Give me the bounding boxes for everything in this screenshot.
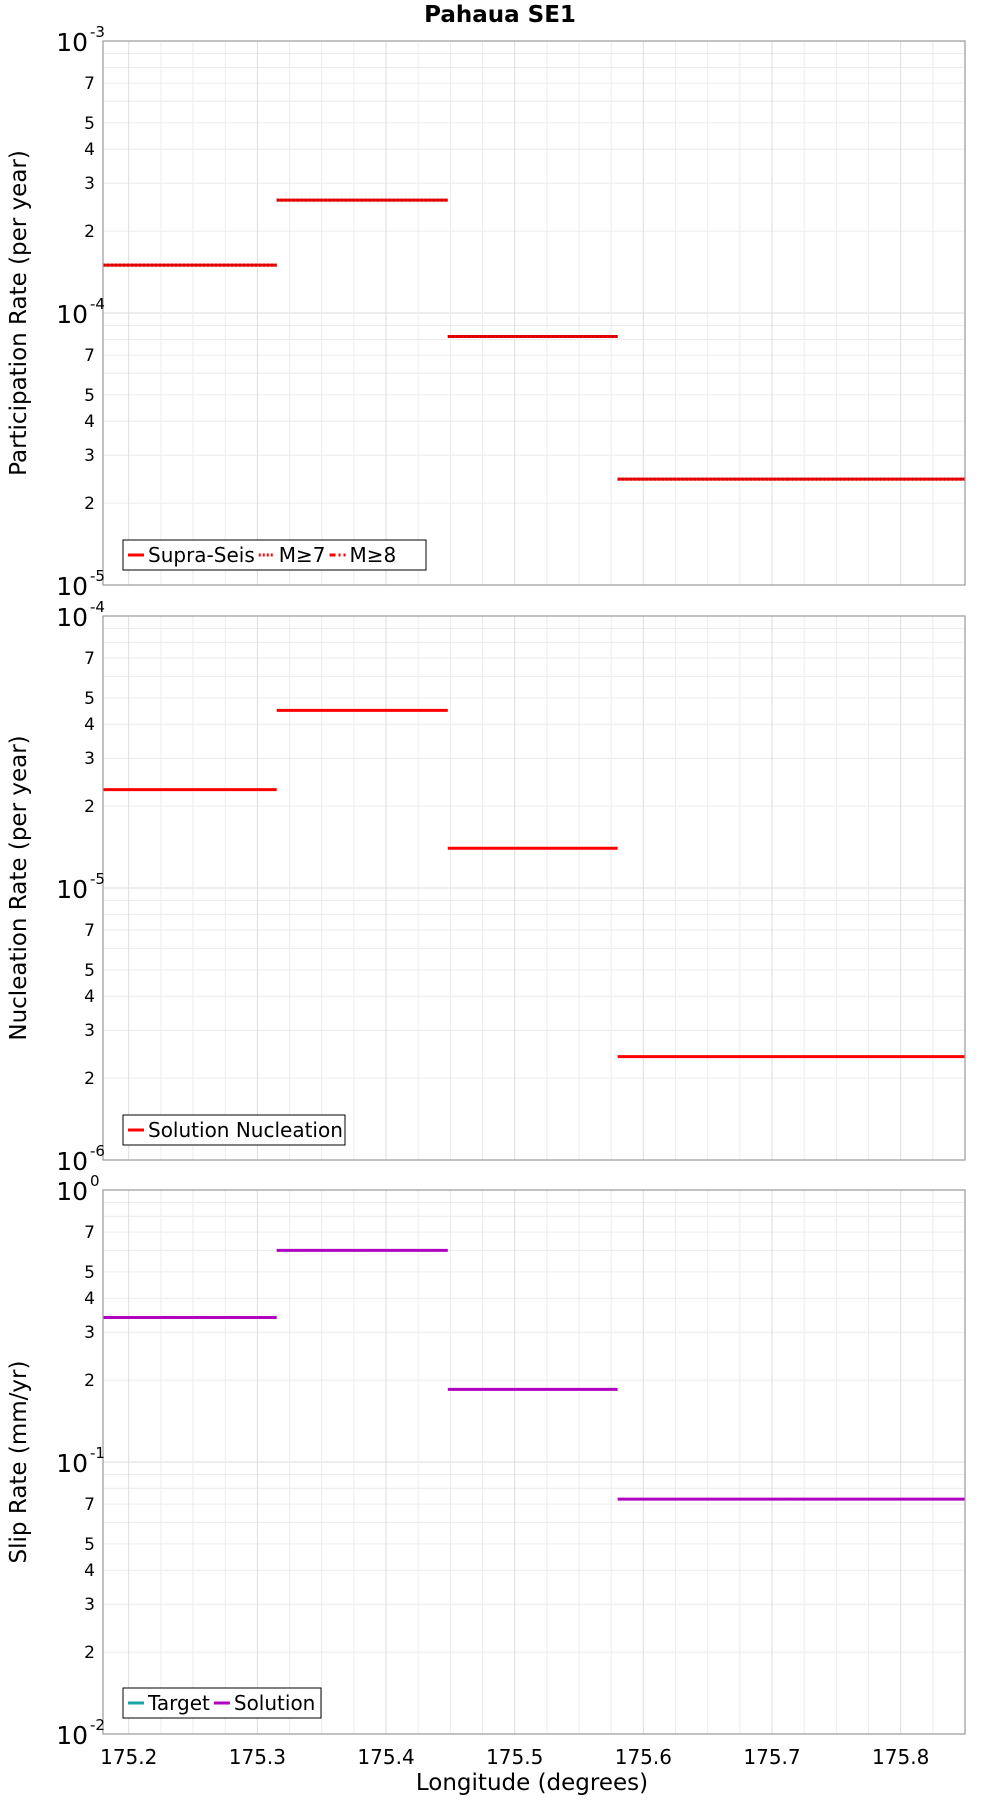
y-tick-minor: 2 xyxy=(84,494,95,514)
y-tick-major: 10 xyxy=(56,1449,88,1478)
y-tick-minor: 2 xyxy=(84,222,95,242)
y-tick-minor: 3 xyxy=(84,1595,95,1615)
y-tick-minor: 7 xyxy=(84,1223,95,1243)
y-tick-minor: 3 xyxy=(84,446,95,466)
legend: Supra-Seis M≥7 M≥8 xyxy=(122,539,427,571)
y-tick-minor: 3 xyxy=(84,1021,95,1041)
y-tick-major: 10 xyxy=(56,572,88,601)
x-tick-label: 175.4 xyxy=(357,1745,414,1769)
y-tick-minor: 2 xyxy=(84,797,95,817)
y-tick-minor: 3 xyxy=(84,749,95,769)
y-tick-minor: 5 xyxy=(84,961,95,981)
legend-label: Solution xyxy=(234,1691,315,1715)
y-tick-minor: 5 xyxy=(84,114,95,134)
y-tick-minor: 2 xyxy=(84,1643,95,1663)
y-tick-minor: 7 xyxy=(84,346,95,366)
legend-label: M≥8 xyxy=(350,543,397,567)
x-tick-label: 175.6 xyxy=(615,1745,672,1769)
legend-label: M≥7 xyxy=(279,543,326,567)
y-tick-exponent: -4 xyxy=(90,295,105,313)
x-tick-label: 175.3 xyxy=(229,1745,286,1769)
x-tick-label: 175.5 xyxy=(486,1745,543,1769)
y-tick-minor: 2 xyxy=(84,1371,95,1391)
y-tick-minor: 4 xyxy=(84,1561,95,1581)
y-tick-exponent: -4 xyxy=(90,598,105,616)
chart-title: Pahaua SE1 xyxy=(424,2,576,28)
legend-box xyxy=(122,539,427,571)
y-tick-minor: 5 xyxy=(84,1263,95,1283)
y-tick-minor: 7 xyxy=(84,649,95,669)
y-tick-exponent: -5 xyxy=(90,870,105,888)
data-series xyxy=(103,1248,965,1501)
plot-frame xyxy=(102,615,966,1161)
y-tick-minor: 4 xyxy=(84,715,95,735)
y-tick-minor: 4 xyxy=(84,987,95,1007)
y-tick-minor: 3 xyxy=(84,174,95,194)
y-tick-minor: 7 xyxy=(84,74,95,94)
y-tick-major: 10 xyxy=(56,1177,88,1206)
y-tick-major: 10 xyxy=(56,1721,88,1750)
y-tick-minor: 7 xyxy=(84,921,95,941)
y-tick-minor: 7 xyxy=(84,1495,95,1515)
y-tick-major: 10 xyxy=(56,875,88,904)
grid xyxy=(103,1190,965,1734)
y-tick-minor: 4 xyxy=(84,412,95,432)
data-series xyxy=(103,708,965,1059)
y-tick-major: 10 xyxy=(56,603,88,632)
grid xyxy=(103,41,965,585)
y-tick-exponent: -5 xyxy=(90,567,105,585)
x-tick-label: 175.8 xyxy=(872,1745,929,1769)
y-tick-exponent: -3 xyxy=(90,23,105,41)
y-tick-minor: 2 xyxy=(84,1069,95,1089)
y-axis-label: Participation Rate (per year) xyxy=(6,150,32,476)
legend-label: Solution Nucleation xyxy=(148,1118,343,1142)
legend-label: Supra-Seis xyxy=(148,543,255,567)
plot-frame xyxy=(102,1189,966,1735)
y-axis-label: Nucleation Rate (per year) xyxy=(6,735,32,1040)
y-tick-exponent: 0 xyxy=(90,1172,100,1190)
x-tick-label: 175.7 xyxy=(743,1745,800,1769)
x-tick-labels: 175.2 175.3 175.4 175.5 175.6 175.7 175.8 xyxy=(100,1745,929,1769)
y-axis-label: Slip Rate (mm/yr) xyxy=(6,1361,32,1564)
x-axis-label: Longitude (degrees) xyxy=(416,1770,648,1796)
y-tick-minor: 5 xyxy=(84,689,95,709)
y-tick-exponent: -6 xyxy=(90,1142,105,1160)
y-tick-minor: 5 xyxy=(84,1535,95,1555)
y-tick-exponent: -2 xyxy=(90,1716,105,1734)
legend-box xyxy=(122,1114,346,1146)
y-tick-minor: 5 xyxy=(84,386,95,406)
y-tick-minor: 3 xyxy=(84,1323,95,1343)
y-tick-minor: 4 xyxy=(84,140,95,160)
legend: Target Solution xyxy=(122,1687,322,1719)
legend: Solution Nucleation xyxy=(122,1114,346,1146)
x-tick-label: 175.2 xyxy=(100,1745,157,1769)
data-series xyxy=(103,198,965,481)
y-tick-major: 10 xyxy=(56,1147,88,1176)
y-tick-exponent: -1 xyxy=(90,1444,105,1462)
grid xyxy=(103,616,965,1160)
y-tick-major: 10 xyxy=(56,28,88,57)
y-tick-minor: 4 xyxy=(84,1289,95,1309)
legend-label: Target xyxy=(147,1691,210,1715)
plot-frame xyxy=(102,40,966,586)
y-tick-major: 10 xyxy=(56,300,88,329)
